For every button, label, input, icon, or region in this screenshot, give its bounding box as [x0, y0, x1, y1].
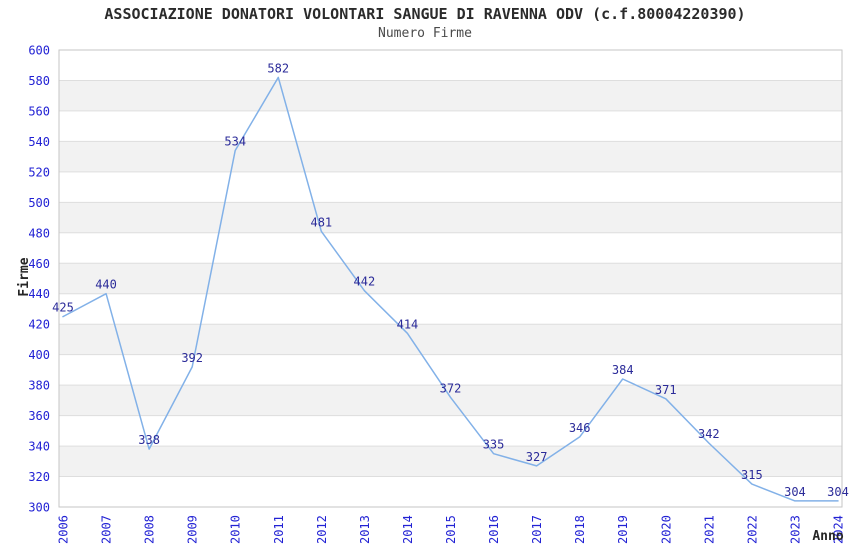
y-tick-label: 520 [28, 165, 50, 179]
y-tick-label: 400 [28, 348, 50, 362]
y-tick-label: 340 [28, 440, 50, 454]
plot-band [59, 202, 842, 233]
point-value-label: 582 [267, 61, 289, 75]
x-tick-label: 2009 [186, 515, 200, 544]
x-tick-label: 2022 [745, 515, 759, 544]
x-tick-label: 2016 [487, 515, 501, 544]
plot-band [59, 263, 842, 294]
point-value-label: 414 [397, 317, 419, 331]
y-tick-label: 500 [28, 196, 50, 210]
y-tick-label: 420 [28, 318, 50, 332]
x-tick-label: 2018 [573, 515, 587, 544]
point-value-label: 392 [181, 351, 203, 365]
x-tick-label: 2011 [272, 515, 286, 544]
point-value-label: 534 [224, 135, 246, 149]
point-value-label: 304 [827, 485, 849, 499]
point-value-label: 335 [483, 438, 505, 452]
x-tick-label: 2012 [315, 515, 329, 544]
y-tick-label: 380 [28, 379, 50, 393]
x-axis-title: Anno [812, 529, 844, 544]
plot-band [59, 324, 842, 355]
x-tick-label: 2014 [401, 515, 415, 544]
x-tick-label: 2010 [229, 515, 243, 544]
y-tick-label: 560 [28, 104, 50, 118]
x-tick-label: 2017 [530, 515, 544, 544]
x-tick-label: 2023 [788, 515, 802, 544]
point-value-label: 338 [138, 433, 160, 447]
x-tick-label: 2020 [659, 515, 673, 544]
point-value-label: 372 [440, 381, 462, 395]
plot-band [59, 446, 842, 477]
x-tick-label: 2019 [616, 515, 630, 544]
point-value-label: 342 [698, 427, 720, 441]
point-value-label: 327 [526, 450, 548, 464]
series-line [62, 76, 839, 502]
point-value-label: 481 [310, 215, 332, 229]
point-value-label: 346 [569, 421, 591, 435]
point-value-label: 315 [741, 468, 763, 482]
plot-border [58, 49, 843, 508]
y-tick-label: 320 [28, 470, 50, 484]
point-value-label: 425 [52, 301, 74, 315]
y-tick-label: 460 [28, 257, 50, 271]
x-tick-label: 2013 [358, 515, 372, 544]
x-tick-label: 2008 [143, 515, 157, 544]
y-tick-label: 360 [28, 409, 50, 423]
point-value-label: 371 [655, 383, 677, 397]
plot-band [59, 141, 842, 172]
x-tick-label: 2007 [100, 515, 114, 544]
x-tick-label: 2006 [57, 515, 71, 544]
point-value-label: 384 [612, 363, 634, 377]
y-tick-label: 600 [28, 44, 50, 58]
y-tick-label: 440 [28, 287, 50, 301]
y-tick-label: 580 [28, 74, 50, 88]
y-tick-label: 540 [28, 135, 50, 149]
plot-band [59, 385, 842, 416]
y-tick-label: 480 [28, 226, 50, 240]
point-value-label: 442 [354, 275, 376, 289]
x-tick-label: 2024 [832, 515, 846, 544]
x-tick-label: 2021 [702, 515, 716, 544]
x-tick-label: 2015 [444, 515, 458, 544]
plot-band [59, 80, 842, 111]
point-value-label: 304 [784, 485, 806, 499]
page-title: ASSOCIAZIONE DONATORI VOLONTARI SANGUE D… [104, 5, 746, 23]
point-value-label: 440 [95, 278, 117, 292]
y-tick-label: 300 [28, 501, 50, 515]
chart-subtitle: Numero Firme [378, 26, 472, 41]
